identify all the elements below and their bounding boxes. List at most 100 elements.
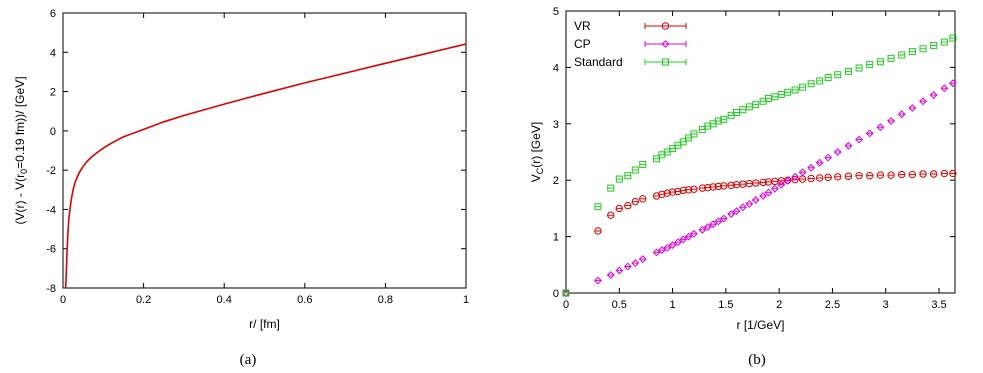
data-point [824,173,832,182]
x-tick-label: 0.5 [612,299,627,311]
x-tick-label: 1 [670,299,676,311]
data-point [658,246,666,255]
data-point [668,241,677,249]
data-point [777,177,785,185]
data-point [919,170,927,178]
data-point [815,158,824,167]
data-point [751,196,760,204]
data-point [784,88,792,96]
data-point [720,115,728,123]
data-point [876,58,884,66]
data-point [624,201,632,210]
data-point [898,170,906,179]
data-point [798,175,807,183]
data-point [663,243,672,252]
data-point [807,174,815,183]
data-point [815,174,824,182]
series-line [64,43,467,289]
data-point [638,255,647,264]
data-point [791,86,799,94]
caption-a: (a) [240,352,257,368]
y-axis-label: (V(r) - V(r0=0.19 fm))/ [GeV] [13,76,29,224]
data-point [745,199,754,208]
data-point [615,266,624,275]
data-point [771,177,779,186]
data-point [798,168,807,177]
data-point [807,80,815,88]
y-tick-label: -6 [46,244,56,256]
data-point [652,248,661,257]
data-point [562,289,570,297]
data-point [594,276,602,285]
data-point [679,235,688,244]
y-axis-label: VC(r) [GeV] [529,122,545,183]
data-point [824,153,833,162]
data-point [940,169,949,178]
x-tick-label: 2 [776,299,782,311]
y-tick-label: 2 [50,87,56,99]
data-point [764,178,773,186]
data-point [764,188,773,197]
y-tick-label: 6 [50,8,56,20]
data-point [719,214,728,223]
data-point [887,171,895,179]
x-tick-label: 0 [60,294,66,306]
chart-panel-a: 0 0.2 0.4 0.6 0.8 1 -8 -6 -4 -2 0 2 4 6 r/ [fm] (V(r) -… [13,8,469,368]
data-point [690,185,698,193]
y-tick-label: -4 [46,204,56,216]
caption-b: (b) [748,352,766,368]
y-tick-label: 2 [553,175,559,187]
data-point [714,217,723,226]
data-point [752,101,760,109]
data-point [777,90,785,98]
data-point [824,74,832,82]
data-point [834,173,842,181]
y-tick-label: 1 [553,232,559,244]
plot-frame [62,12,467,289]
data-point [639,195,647,203]
x-axis-label: r [1/GeV] [736,318,784,332]
data-point [908,104,917,112]
data-point [752,179,760,187]
y-tick-label: -8 [46,283,56,295]
data-point [876,171,885,179]
data-point [690,130,698,138]
data-point [799,83,807,91]
data-point [855,171,863,180]
data-point [698,225,707,234]
y-tick-label: 5 [553,6,559,18]
data-point [844,172,853,180]
legend-marker [661,40,670,48]
data-point [876,123,885,132]
data-point [732,207,741,216]
legend-label: CP [574,37,591,51]
data-point [745,179,754,188]
legend-label: VR [574,19,591,33]
data-point [929,170,938,178]
series-cp [562,79,957,297]
data-point [897,110,906,119]
x-tick-label: 3.5 [931,299,946,311]
y-tick-label: 3 [553,119,559,131]
data-point [631,259,640,268]
data-point [908,48,916,56]
data-point [739,180,747,188]
data-point [624,172,632,180]
data-point [623,262,632,271]
data-point [833,148,842,156]
x-tick-label: 0.6 [297,294,312,306]
data-point [771,93,779,101]
y-tick-label: 4 [553,62,559,74]
data-point [720,182,728,190]
data-point [887,117,895,125]
data-point [816,77,824,85]
data-point [930,41,938,49]
x-axis-label: r/ [fm] [249,317,280,331]
data-point [948,79,957,88]
y-tick-label: 0 [553,288,559,300]
data-point [844,141,853,150]
x-tick-label: 0.4 [217,294,232,306]
x-tick-label: 1 [463,294,469,306]
data-point [898,51,906,59]
